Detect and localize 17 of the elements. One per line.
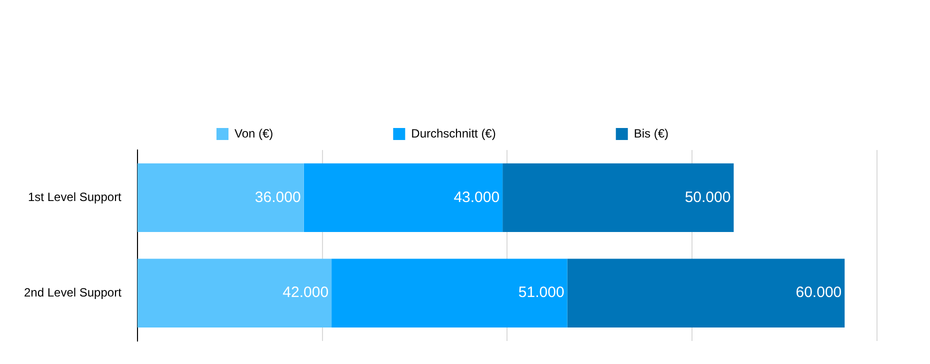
data-label: 51.000 — [518, 284, 564, 302]
y-tick-label: 2nd Level Support — [24, 285, 122, 300]
bar — [567, 258, 845, 328]
data-label: 36.000 — [254, 188, 301, 206]
data-label: 43.000 — [454, 188, 500, 206]
legend-label: Bis (€) — [634, 126, 669, 140]
data-label: 60.000 — [796, 284, 842, 302]
bar — [332, 258, 568, 328]
legend-label: Durchschnitt (€) — [411, 126, 496, 140]
data-label: 42.000 — [282, 284, 329, 302]
data-label: 50.000 — [684, 188, 731, 206]
y-tick-label: 1st Level Support — [28, 190, 122, 204]
bar — [502, 163, 734, 232]
bar — [137, 163, 304, 232]
legend-label: Von (€) — [234, 126, 274, 140]
bar — [137, 258, 332, 328]
bar — [304, 163, 503, 232]
